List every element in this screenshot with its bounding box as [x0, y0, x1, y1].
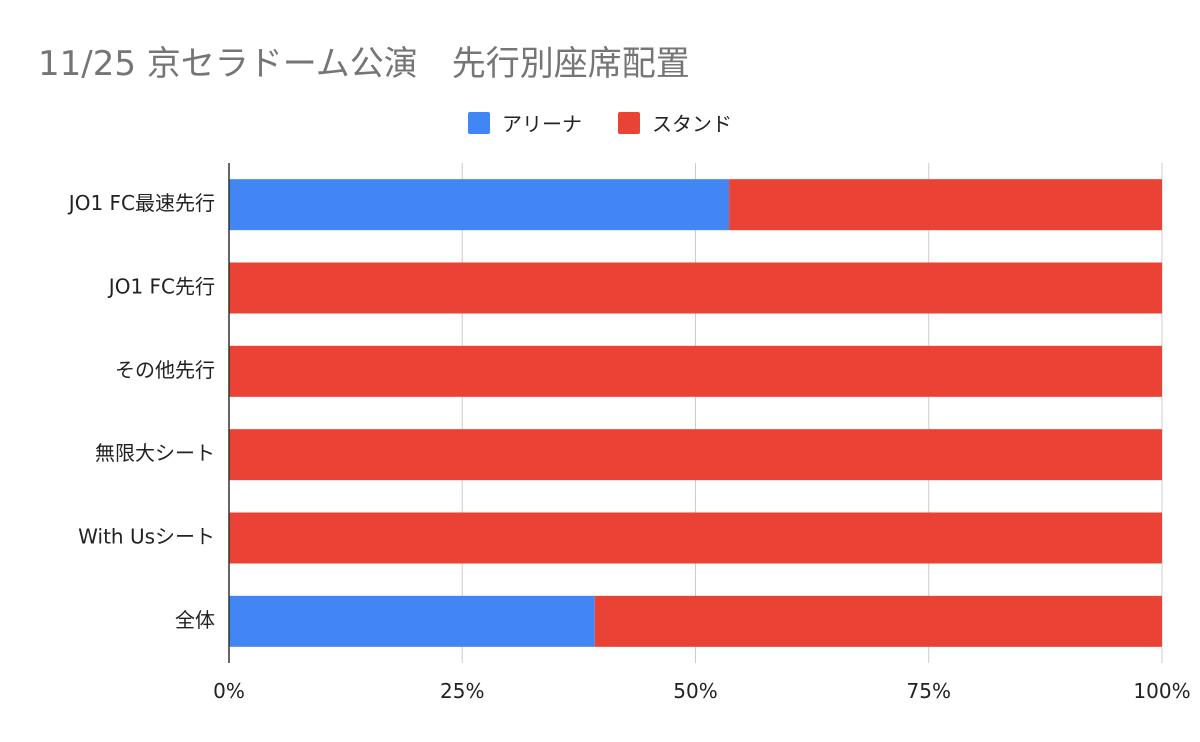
category-label-1: JO1 FC先行: [107, 275, 215, 299]
category-label-4: With Usシート: [78, 525, 215, 549]
bar-stand-0: [729, 179, 1162, 231]
x-tick-label-1: 25%: [440, 679, 484, 703]
bar-stand-1: [229, 262, 1162, 314]
category-label-5: 全体: [175, 608, 215, 632]
legend-swatch-stand: [618, 111, 640, 134]
legend-label-arena: アリーナ: [502, 112, 582, 136]
legend-item-stand: スタンド: [618, 108, 732, 137]
category-label-2: その他先行: [115, 358, 215, 382]
x-tick-label-0: 0%: [213, 679, 245, 703]
bar-stand-2: [229, 345, 1162, 397]
bar-stand-5: [594, 595, 1162, 647]
category-label-3: 無限大シート: [95, 441, 215, 465]
bar-stand-4: [229, 512, 1162, 564]
bar-arena-0: [229, 179, 730, 231]
chart-title: 11/25 京セラドーム公演 先行別座席配置: [38, 44, 690, 84]
legend-swatch-arena: [468, 111, 490, 134]
category-label-0: JO1 FC最速先行: [67, 191, 215, 215]
legend: アリーナ スタンド: [0, 108, 1200, 137]
legend-label-stand: スタンド: [652, 112, 732, 136]
x-tick-label-4: 100%: [1133, 679, 1190, 703]
legend-item-arena: アリーナ: [468, 108, 582, 137]
x-tick-label-3: 75%: [907, 679, 951, 703]
x-tick-label-2: 50%: [673, 679, 717, 703]
bar-arena-5: [229, 595, 595, 647]
bar-stand-3: [229, 429, 1162, 481]
